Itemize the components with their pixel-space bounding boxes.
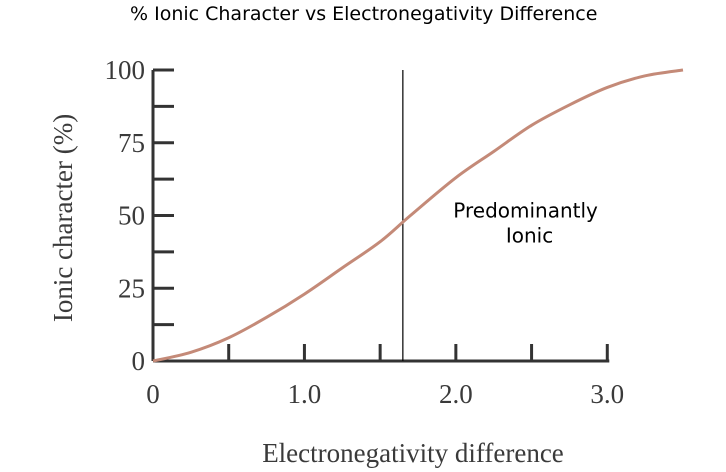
ticks: [153, 68, 609, 361]
chart-title: % Ionic Character vs Electronegativity D…: [130, 3, 597, 25]
tick-labels: 0 25 50 75 100 0 1.0 2.0 3.0: [105, 55, 625, 409]
x-tick-label: 0: [146, 379, 160, 409]
y-tick-label: 100: [105, 55, 146, 85]
y-tick-label: 50: [118, 201, 145, 231]
x-tick-label: 3.0: [590, 379, 624, 409]
x-tick-label: 2.0: [439, 379, 473, 409]
y-axis-label: Ionic character (%): [48, 114, 78, 322]
x-axis-label: Electronegativity difference: [262, 438, 564, 468]
y-tick-label: 0: [132, 346, 146, 376]
annotation-line-1: Predominantly: [453, 198, 598, 222]
y-tick-label: 75: [118, 128, 145, 158]
annotation-line-2: Ionic: [506, 223, 553, 247]
x-tick-label: 1.0: [288, 379, 322, 409]
ionic-character-curve: [152, 68, 684, 363]
y-tick-label: 25: [118, 273, 145, 303]
